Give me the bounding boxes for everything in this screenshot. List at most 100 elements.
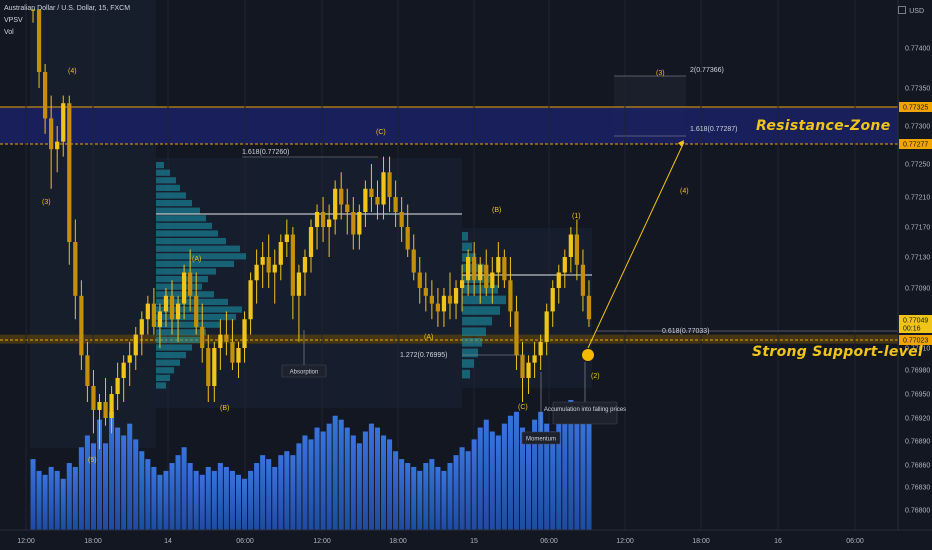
profile-1-bar (156, 162, 164, 169)
candle-body (79, 295, 84, 356)
profile-1-bar (156, 283, 202, 290)
candle-body (248, 280, 253, 320)
volume-bar (211, 470, 217, 530)
candle-body (97, 402, 102, 410)
candle-body (417, 272, 422, 288)
volume-bar (175, 455, 181, 530)
volume-bar (374, 427, 380, 530)
time-tick: 18:00 (389, 538, 407, 545)
volume-bar (411, 466, 417, 530)
wave-label: (A) (192, 256, 201, 263)
price-tick: 0.77010 (905, 346, 930, 353)
volume-bar (314, 427, 320, 530)
volume-bar (54, 470, 60, 530)
price-badge: 0.77023 (903, 338, 928, 345)
volume-bar (139, 451, 145, 530)
price-tick: 0.76860 (905, 463, 930, 470)
candle-body (296, 272, 302, 296)
profile-1-bar (156, 268, 216, 275)
profile-1-bar (156, 230, 218, 237)
candle-body (580, 264, 586, 296)
profile-2-bar (462, 242, 472, 252)
profile-1-bar (156, 374, 170, 381)
time-axis[interactable]: 12:00 18:00 14 06:00 12:00 18:00 15 06:00 12:00 1… (0, 529, 932, 545)
candle-body (290, 234, 295, 296)
time-tick: 06:00 (540, 538, 558, 545)
candle-body (85, 355, 90, 386)
momentum-callout-box (521, 431, 561, 445)
candle-body (345, 204, 350, 212)
price-badge: 00:16 (903, 326, 921, 333)
volume-bar (187, 463, 193, 530)
volume-bar (332, 415, 338, 530)
currency-label: USD (909, 8, 924, 15)
candle-body (212, 348, 217, 386)
volume-bar (254, 463, 260, 530)
price-tick: 0.76800 (905, 508, 930, 515)
checkbox-icon (898, 6, 907, 14)
fib-label: 2(0.77366) (690, 67, 724, 74)
symbol-title: Australian Dollar / U.S. Dollar, 15, FXC… (4, 5, 131, 12)
indicator-vpsv[interactable]: VPSV (4, 17, 23, 24)
candle-body (139, 319, 144, 335)
candle-body (254, 264, 259, 281)
wave-label: (4) (680, 188, 689, 195)
candle-body (194, 295, 199, 327)
candle-body (429, 295, 434, 304)
support-zone (0, 334, 898, 344)
candle-body (230, 341, 235, 363)
volume-bar (495, 435, 501, 530)
time-tick: 12:00 (313, 538, 331, 545)
profile-1-bar (156, 321, 220, 328)
profile-1-bar (156, 298, 228, 305)
candle-body (67, 103, 72, 242)
volume-bar (48, 466, 54, 530)
indicator-vol[interactable]: Vol (4, 29, 14, 36)
volume-bar (501, 423, 507, 530)
profile-1-bar (156, 260, 234, 267)
volume-bar (380, 435, 387, 530)
wave-label: (3) (656, 70, 665, 77)
candle-body (327, 219, 332, 227)
price-tick: 0.76890 (905, 439, 930, 446)
volume-bar (260, 455, 266, 530)
candle-body (284, 234, 289, 242)
volume-bar (127, 423, 133, 530)
volume-bar (568, 400, 574, 530)
wave-label: (2) (591, 373, 600, 380)
candle-body (496, 257, 501, 273)
volume-bar (290, 455, 296, 530)
volume-bar (387, 439, 393, 530)
profile-1-bar (156, 222, 212, 229)
candle-body (145, 303, 150, 320)
candle-body (568, 234, 573, 257)
candle-body (30, 9, 36, 11)
candle-body (91, 386, 96, 410)
volume-bar (163, 470, 169, 530)
volume-bar (223, 466, 229, 530)
profile-1-bar (156, 192, 186, 199)
volume-bar (229, 470, 235, 530)
candle-body (224, 334, 229, 342)
volume-bar (96, 419, 103, 530)
candle-body (472, 257, 477, 281)
candle-body (550, 288, 555, 312)
price-tick: 0.77250 (905, 162, 930, 169)
price-badge: 0.77049 (903, 318, 928, 325)
volume-bar (574, 415, 580, 530)
accumulation-callout-line1: Accumulation into falling prices (544, 407, 626, 413)
currency-selector[interactable]: USD (898, 6, 924, 15)
wave-label: (B) (220, 405, 229, 412)
price-tick: 0.77300 (905, 124, 930, 131)
volume-bar (338, 419, 344, 530)
time-tick: 12:00 (17, 538, 35, 545)
candle-body (175, 303, 181, 320)
profile-2-bar (462, 359, 474, 368)
price-axis-bg (898, 0, 932, 550)
absorption-callout-box (281, 364, 327, 378)
price-axis[interactable]: 0.77400 0.77350 0.77300 0.77250 0.77210 0.771… (897, 0, 932, 550)
profile-1-bar (156, 329, 206, 336)
price-tick: 0.77350 (905, 86, 930, 93)
profile-1-bar (156, 306, 242, 313)
